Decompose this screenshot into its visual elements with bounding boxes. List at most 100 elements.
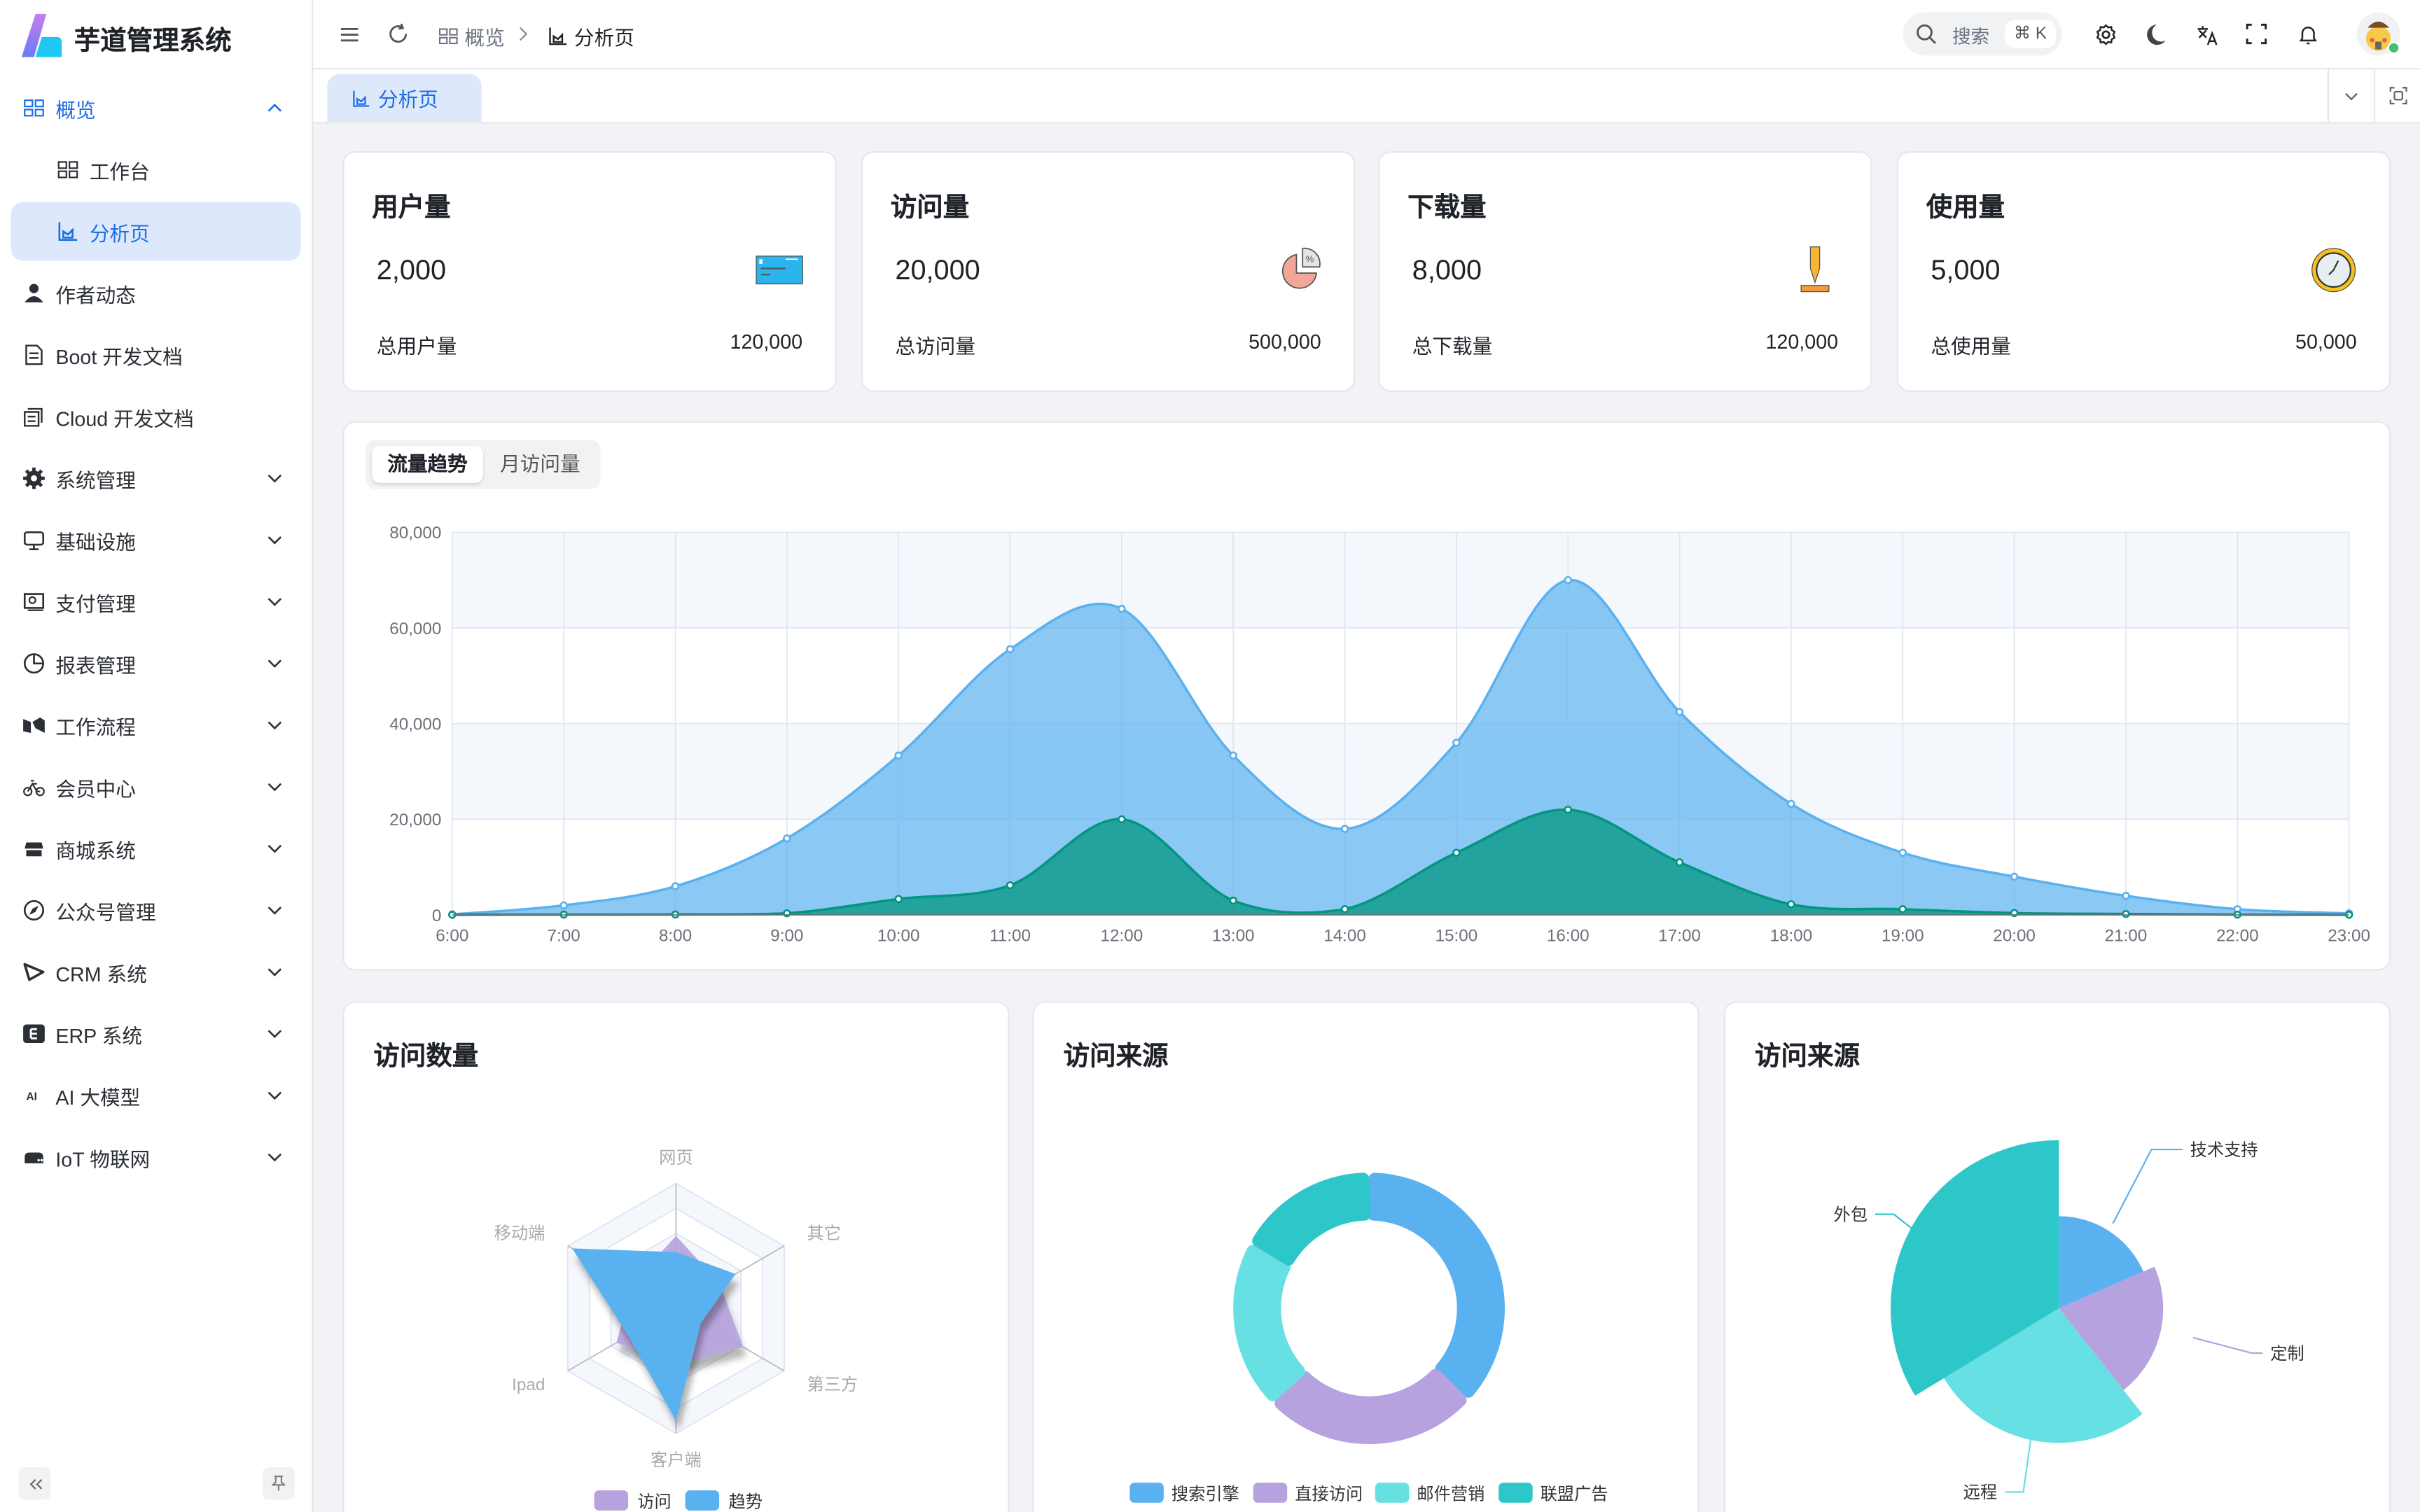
sidebar-item-8[interactable]: 支付管理 — [11, 573, 300, 631]
settings-button[interactable] — [2092, 20, 2120, 48]
data-point[interactable] — [1898, 848, 1907, 857]
data-point[interactable] — [1006, 645, 1015, 654]
sidebar-item-14[interactable]: CRM 系统 — [11, 943, 300, 1002]
data-point[interactable] — [894, 895, 903, 903]
stat-total-value: 500,000 — [1249, 330, 1321, 354]
sidebar-item-2[interactable]: 分析页 — [11, 202, 301, 261]
sidebar-item-0[interactable]: 概览 — [11, 78, 300, 137]
radar-indicator-label: 其它 — [807, 1224, 840, 1243]
legend-swatch[interactable] — [1375, 1483, 1410, 1503]
data-point[interactable] — [1229, 751, 1237, 760]
pin-sidebar-button[interactable] — [262, 1467, 295, 1500]
slice-label: 外包 — [1833, 1205, 1867, 1224]
sidebar-item-icon — [23, 899, 45, 921]
data-point[interactable] — [1898, 905, 1907, 913]
stat-title: 使用量 — [1926, 192, 2005, 223]
legend-swatch[interactable] — [685, 1490, 720, 1511]
legend-label[interactable]: 直接访问 — [1295, 1485, 1363, 1504]
grid-band — [452, 532, 2349, 629]
chevron-down-icon — [267, 474, 282, 483]
sidebar-item-13[interactable]: 公众号管理 — [11, 881, 300, 940]
chevron-down-icon — [2345, 92, 2358, 100]
data-point[interactable] — [1564, 805, 1572, 814]
legend-swatch[interactable] — [594, 1490, 629, 1511]
sidebar-item-11[interactable]: 会员中心 — [11, 757, 300, 816]
chevron-down-icon — [267, 844, 282, 853]
data-point[interactable] — [2122, 909, 2130, 918]
tab-monthly-visits[interactable]: 月访问量 — [500, 451, 580, 475]
sidebar-item-4[interactable]: Boot 开发文档 — [11, 326, 300, 384]
sidebar-item-10[interactable]: 工作流程 — [11, 696, 300, 755]
legend-label[interactable]: 邮件营销 — [1417, 1485, 1484, 1504]
sidebar-item-17[interactable]: IoT 物联网 — [11, 1128, 300, 1186]
data-point[interactable] — [1006, 881, 1015, 890]
sidebar-item-1[interactable]: 工作台 — [11, 141, 300, 200]
sidebar-item-16[interactable]: AI AI 大模型 — [11, 1066, 300, 1125]
legend-label[interactable]: 趋势 — [728, 1492, 762, 1511]
credit-card-icon — [756, 255, 803, 285]
tab-analytics[interactable]: 分析页 — [327, 74, 482, 122]
data-point[interactable] — [2122, 891, 2130, 900]
dark-mode-toggle[interactable] — [2141, 20, 2169, 48]
data-point[interactable] — [1675, 708, 1684, 716]
sidebar-item-7[interactable]: 基础设施 — [11, 511, 300, 570]
data-point[interactable] — [1118, 815, 1126, 824]
data-point[interactable] — [783, 834, 791, 843]
legend-swatch[interactable] — [1129, 1483, 1164, 1503]
rose-slice[interactable] — [1944, 1308, 2143, 1443]
sidebar-item-icon — [23, 714, 45, 736]
data-point[interactable] — [894, 751, 903, 760]
tabs-more-button[interactable] — [2327, 69, 2374, 122]
breadcrumb-item-overview[interactable]: 概览 — [438, 22, 505, 51]
search-input[interactable]: 搜索 ⌘ K — [1903, 12, 2062, 56]
sidebar-item-12[interactable]: 商城系统 — [11, 819, 300, 878]
data-point[interactable] — [1229, 896, 1237, 905]
data-point[interactable] — [559, 901, 568, 910]
legend-swatch[interactable] — [1498, 1483, 1533, 1503]
x-tick-label: 15:00 — [1435, 927, 1478, 946]
data-point[interactable] — [1452, 738, 1461, 747]
sidebar-item-15[interactable]: ERP 系统 — [11, 1004, 300, 1063]
tab-traffic-trend[interactable]: 流量趋势 — [372, 445, 483, 483]
rose-slice[interactable] — [2059, 1216, 2143, 1309]
notifications-button[interactable] — [2293, 20, 2321, 48]
legend-label[interactable]: 联盟广告 — [1541, 1485, 1608, 1504]
sidebar-item-label: 会员中心 — [55, 776, 136, 800]
data-point[interactable] — [1564, 576, 1572, 584]
data-point[interactable] — [1340, 825, 1349, 833]
stat-total-label: 总访问量 — [895, 335, 976, 358]
y-tick-label: 0 — [432, 906, 441, 925]
data-point[interactable] — [671, 882, 680, 890]
rose-slice[interactable] — [2059, 1266, 2164, 1390]
breadcrumb-item-analytics[interactable]: 分析页 — [548, 22, 634, 51]
visits-radar-card: 访问数量 网页 移动端 Ipad 客户端 第三方 其它 访问 趋势 — [342, 1001, 1010, 1512]
language-button[interactable] — [2193, 20, 2221, 48]
sidebar-item-icon — [23, 529, 45, 551]
sidebar-item-3[interactable]: 作者动态 — [11, 264, 300, 323]
data-point[interactable] — [1675, 858, 1684, 867]
legend-swatch[interactable] — [1253, 1483, 1288, 1503]
data-point[interactable] — [1340, 905, 1349, 913]
donut-slice[interactable] — [1274, 1368, 1467, 1445]
tab-label: 分析页 — [378, 88, 438, 111]
donut-slice[interactable] — [1233, 1245, 1305, 1401]
content-maximize-button[interactable] — [2373, 69, 2420, 122]
donut-slice[interactable] — [1252, 1172, 1371, 1266]
legend-label[interactable]: 搜索引擎 — [1171, 1485, 1239, 1504]
x-tick-label: 20:00 — [1993, 927, 2036, 946]
sidebar-item-6[interactable]: 系统管理 — [11, 449, 300, 507]
donut-slice[interactable] — [1367, 1172, 1505, 1398]
data-point[interactable] — [1787, 900, 1795, 909]
sidebar-item-5[interactable]: Cloud 开发文档 — [11, 387, 300, 446]
collapse-sidebar-button[interactable] — [18, 1467, 51, 1500]
data-point[interactable] — [1452, 848, 1461, 857]
data-point[interactable] — [1787, 799, 1795, 808]
menu-toggle-button[interactable] — [335, 20, 363, 48]
data-point[interactable] — [1118, 605, 1126, 613]
refresh-button[interactable] — [384, 20, 412, 48]
rose-slice[interactable] — [1891, 1140, 2059, 1396]
fullscreen-button[interactable] — [2243, 20, 2271, 48]
legend-label[interactable]: 访问 — [637, 1492, 671, 1511]
data-point[interactable] — [2010, 872, 2019, 881]
sidebar-item-9[interactable]: 报表管理 — [11, 634, 300, 693]
